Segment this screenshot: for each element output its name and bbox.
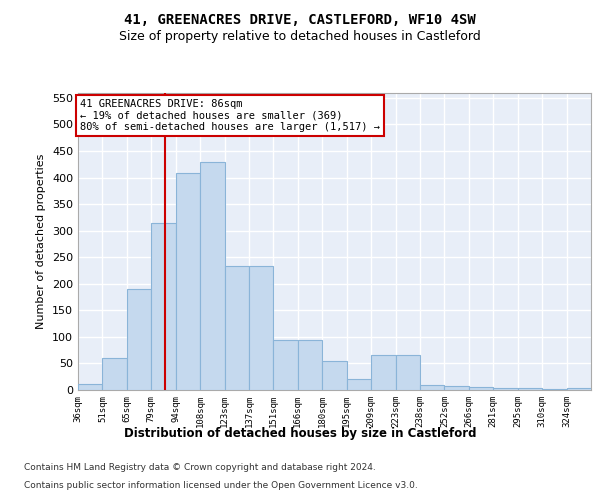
- Text: 41 GREENACRES DRIVE: 86sqm
← 19% of detached houses are smaller (369)
80% of sem: 41 GREENACRES DRIVE: 86sqm ← 19% of deta…: [80, 99, 380, 132]
- Text: Size of property relative to detached houses in Castleford: Size of property relative to detached ho…: [119, 30, 481, 43]
- Bar: [322, 362, 347, 390]
- Bar: [78, 384, 103, 390]
- Bar: [176, 174, 200, 390]
- Y-axis label: Number of detached properties: Number of detached properties: [37, 154, 46, 329]
- Text: Distribution of detached houses by size in Castleford: Distribution of detached houses by size …: [124, 428, 476, 440]
- Bar: [103, 358, 127, 390]
- Bar: [518, 388, 542, 390]
- Bar: [347, 380, 371, 390]
- Bar: [469, 388, 493, 390]
- Bar: [298, 340, 322, 390]
- Bar: [566, 388, 591, 390]
- Text: Contains HM Land Registry data © Crown copyright and database right 2024.: Contains HM Land Registry data © Crown c…: [24, 462, 376, 471]
- Text: Contains public sector information licensed under the Open Government Licence v3: Contains public sector information licen…: [24, 481, 418, 490]
- Bar: [127, 289, 151, 390]
- Bar: [274, 340, 298, 390]
- Bar: [493, 388, 518, 390]
- Bar: [420, 385, 445, 390]
- Bar: [200, 162, 224, 390]
- Text: 41, GREENACRES DRIVE, CASTLEFORD, WF10 4SW: 41, GREENACRES DRIVE, CASTLEFORD, WF10 4…: [124, 12, 476, 26]
- Bar: [445, 386, 469, 390]
- Bar: [224, 266, 249, 390]
- Bar: [151, 222, 176, 390]
- Bar: [395, 356, 420, 390]
- Bar: [371, 356, 395, 390]
- Bar: [249, 266, 274, 390]
